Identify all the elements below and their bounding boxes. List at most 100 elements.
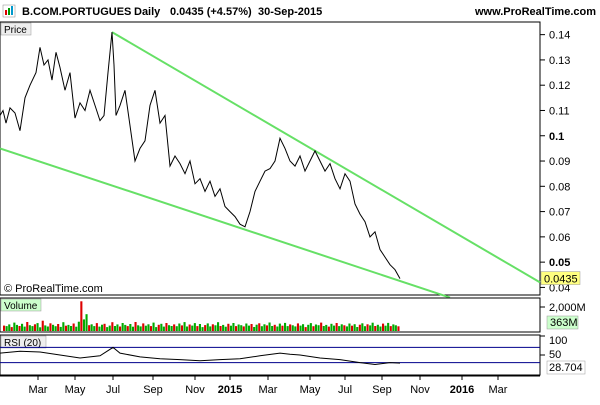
volume-bar	[108, 325, 111, 331]
volume-bar	[338, 326, 341, 331]
price-panel[interactable]: Price 0.14 0.13 0.12 0.11 0.1 0.09 0.08 0.07 0.0…	[0, 21, 581, 299]
volume-bar	[186, 326, 189, 331]
price-series-line	[0, 32, 401, 279]
volume-bar	[330, 323, 333, 331]
price-tick-label: 0.06	[549, 232, 570, 244]
trendline-2	[0, 147, 451, 299]
volume-bar	[46, 326, 49, 331]
volume-bar	[139, 326, 142, 331]
date-label: 30-Sep-2015	[258, 6, 322, 18]
volume-bar	[240, 325, 243, 331]
period-label: Daily	[134, 6, 161, 18]
volume-bar	[175, 326, 178, 331]
volume-bar	[149, 326, 152, 331]
volume-bar	[10, 327, 13, 331]
price-tick-label: 0.1	[549, 131, 564, 143]
volume-panel[interactable]: Volume 2,000M 363M	[0, 297, 586, 333]
volume-bar	[193, 323, 196, 331]
volume-bar	[155, 327, 158, 331]
volume-bar	[147, 324, 150, 331]
volume-bar	[397, 326, 400, 331]
volume-bar	[157, 324, 160, 331]
volume-bar	[57, 324, 60, 331]
volume-bar	[387, 322, 390, 331]
volume-bar	[229, 325, 232, 331]
volume-bar	[258, 323, 261, 332]
x-tick-label: 2016	[450, 384, 474, 396]
price-tick-label: 0.09	[549, 156, 570, 168]
volume-bar	[201, 327, 204, 331]
x-tick-label: Nov	[410, 384, 430, 396]
volume-bar	[168, 325, 171, 331]
volume-bar	[98, 326, 101, 331]
volume-bar	[255, 324, 258, 331]
volume-bar	[289, 324, 292, 331]
volume-bar	[335, 323, 338, 331]
volume-bar	[101, 324, 104, 331]
volume-bar	[121, 323, 124, 331]
volume-bar	[41, 320, 44, 331]
volume-bar	[18, 326, 21, 331]
volume-bar	[214, 325, 217, 331]
volume-bar	[191, 325, 194, 331]
volume-bar	[142, 323, 145, 331]
x-tick-label: Mar	[259, 384, 278, 396]
volume-bar	[31, 326, 34, 331]
volume-bar	[382, 323, 385, 331]
rsi-tick-100: 100	[549, 335, 567, 347]
volume-bar	[235, 326, 238, 331]
volume-bar	[188, 324, 191, 331]
volume-bar	[369, 325, 372, 331]
rsi-last-value: 28.704	[549, 362, 583, 374]
volume-bar	[70, 326, 73, 331]
volume-bar	[152, 322, 155, 331]
rsi-panel-frame	[0, 334, 541, 376]
volume-bar	[170, 326, 173, 331]
volume-bar	[353, 324, 356, 331]
volume-bar	[242, 326, 245, 331]
volume-bar	[204, 325, 207, 331]
volume-bar	[13, 322, 16, 331]
x-tick-label: Sep	[372, 384, 392, 396]
volume-bar	[294, 326, 297, 331]
volume-bar	[296, 323, 299, 331]
volume-bar	[340, 324, 343, 331]
volume-bar	[260, 326, 263, 331]
volume-bar	[333, 325, 336, 331]
price-last-tag: 0.0435	[540, 271, 581, 286]
volume-bar	[8, 324, 11, 331]
volume-bar	[265, 325, 268, 331]
volume-bar	[348, 323, 351, 331]
volume-bar	[206, 323, 209, 331]
volume-bar	[93, 326, 96, 331]
rsi-panel[interactable]: RSI (20) 100 50 28.704	[0, 334, 586, 376]
price-tick-label: 0.08	[549, 181, 570, 193]
volume-bar	[67, 324, 70, 331]
volume-bar	[322, 326, 325, 331]
volume-bar	[268, 322, 271, 331]
volume-bar	[33, 324, 36, 331]
volume-bar	[211, 324, 214, 331]
volume-bars	[3, 301, 545, 332]
price-tick-label: 0.04	[549, 282, 570, 294]
volume-bar	[394, 325, 397, 331]
volume-bar	[95, 323, 98, 331]
price-tick-label: 0.14	[549, 30, 570, 42]
volume-bar	[345, 326, 348, 331]
volume-bar	[106, 327, 109, 331]
volume-title-box	[0, 298, 42, 312]
chart-icon-bar-red	[5, 10, 7, 15]
x-tick-label: May	[65, 384, 86, 396]
volume-bar	[80, 301, 83, 331]
volume-bar	[144, 325, 147, 331]
volume-bar	[245, 323, 248, 331]
volume-bar	[253, 327, 256, 331]
volume-bar	[302, 324, 305, 331]
x-axis: Mar May Jul Sep Nov 2015 Mar May Jul Sep Nov 2016 Ma…	[0, 375, 540, 396]
volume-bar	[165, 323, 168, 331]
volume-bar	[299, 325, 302, 331]
rsi-title-box	[0, 335, 47, 349]
volume-bar	[361, 323, 364, 332]
rsi-bands	[0, 335, 545, 364]
